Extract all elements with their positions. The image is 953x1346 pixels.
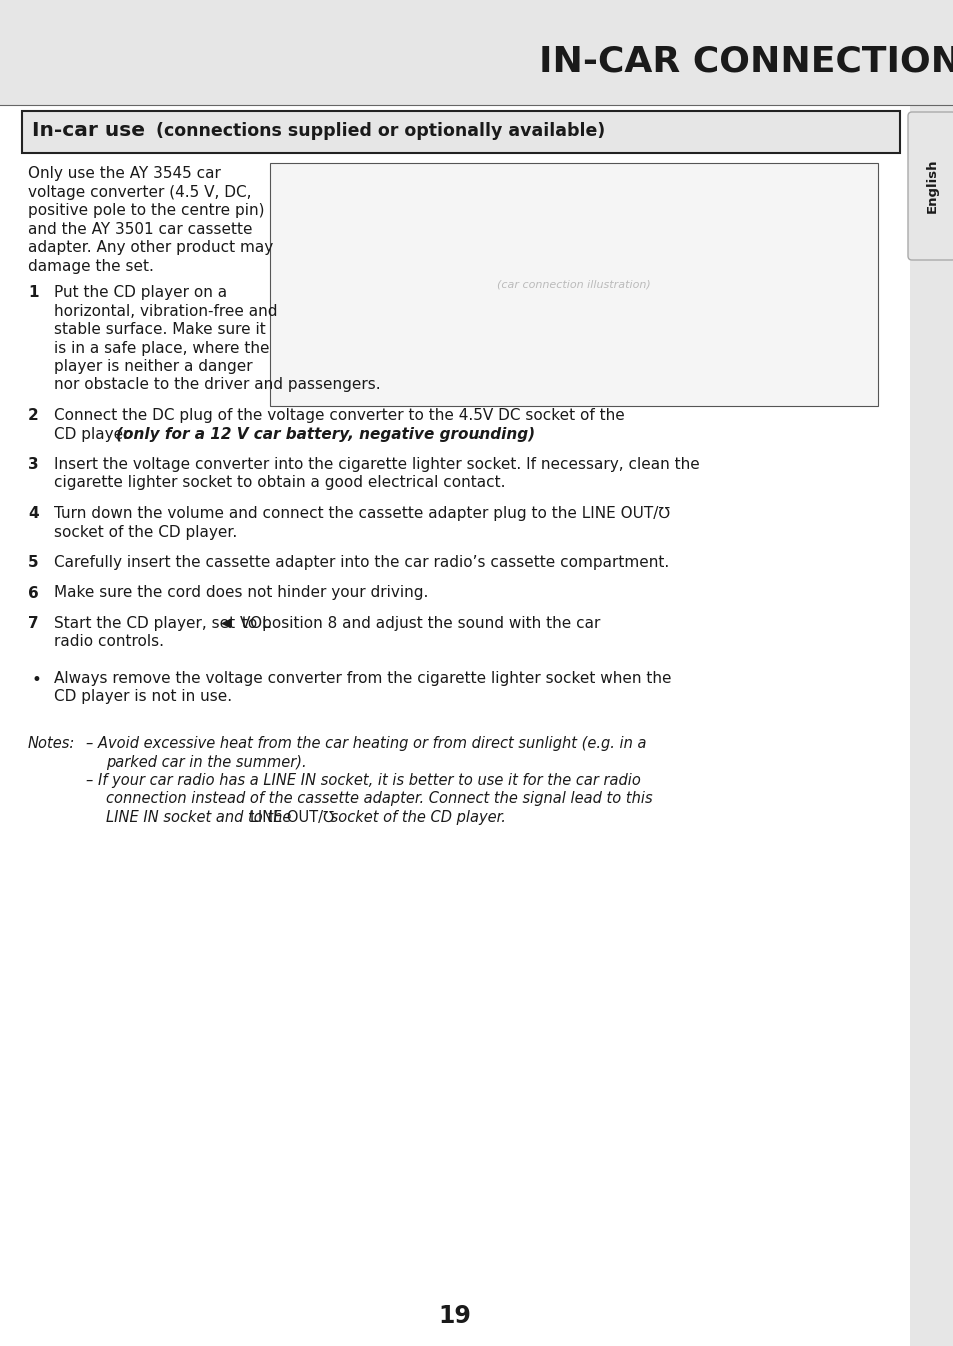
Text: is in a safe place, where the: is in a safe place, where the [54, 341, 269, 355]
Text: 3: 3 [28, 458, 38, 472]
Text: Only use the AY 3545 car: Only use the AY 3545 car [28, 166, 221, 180]
Text: Notes:: Notes: [28, 736, 75, 751]
Text: LINE IN socket and to the: LINE IN socket and to the [106, 810, 295, 825]
Text: Start the CD player, set VOL: Start the CD player, set VOL [54, 616, 275, 631]
Text: 7: 7 [28, 616, 38, 631]
Text: stable surface. Make sure it: stable surface. Make sure it [54, 322, 266, 336]
Text: adapter. Any other product may: adapter. Any other product may [28, 240, 273, 254]
Text: Put the CD player on a: Put the CD player on a [54, 285, 227, 300]
Text: Turn down the volume and connect the cassette adapter plug to the LINE OUT/℧: Turn down the volume and connect the cas… [54, 506, 669, 521]
Bar [22, 110, 899, 153]
Text: radio controls.: radio controls. [54, 634, 164, 650]
Text: horizontal, vibration-free and: horizontal, vibration-free and [54, 303, 277, 319]
Text: CD player is not in use.: CD player is not in use. [54, 689, 232, 704]
Text: (connections supplied or optionally available): (connections supplied or optionally avai… [150, 122, 604, 140]
FancyBboxPatch shape [907, 112, 953, 260]
Text: 5: 5 [28, 555, 38, 569]
Text: English: English [924, 159, 938, 213]
Text: voltage converter (4.5 V, DC,: voltage converter (4.5 V, DC, [28, 184, 252, 199]
Text: – If your car radio has a LINE IN socket, it is better to use it for the car rad: – If your car radio has a LINE IN socket… [86, 773, 640, 787]
Text: damage the set.: damage the set. [28, 258, 153, 273]
Text: and the AY 3501 car cassette: and the AY 3501 car cassette [28, 222, 253, 237]
Text: player is neither a danger: player is neither a danger [54, 359, 253, 374]
Text: .: . [476, 427, 480, 441]
Text: •: • [32, 672, 42, 689]
Text: (car connection illustration): (car connection illustration) [497, 280, 650, 289]
Text: Always remove the voltage converter from the cigarette lighter socket when the: Always remove the voltage converter from… [54, 672, 671, 686]
Text: socket of the CD player.: socket of the CD player. [326, 810, 505, 825]
Text: socket of the CD player.: socket of the CD player. [54, 525, 237, 540]
Text: positive pole to the centre pin): positive pole to the centre pin) [28, 203, 264, 218]
Text: 1: 1 [28, 285, 38, 300]
Text: IN-CAR CONNECTION: IN-CAR CONNECTION [538, 44, 953, 78]
Text: Connect the DC plug of the voltage converter to the 4.5V DC socket of the: Connect the DC plug of the voltage conve… [54, 408, 624, 423]
Text: 6: 6 [28, 586, 39, 600]
Bar [270, 163, 877, 406]
Text: to position 8 and adjust the sound with the car: to position 8 and adjust the sound with … [236, 616, 599, 631]
Text: (only for a 12 V car battery, negative grounding): (only for a 12 V car battery, negative g… [116, 427, 535, 441]
Text: connection instead of the cassette adapter. Connect the signal lead to this: connection instead of the cassette adapt… [106, 791, 652, 806]
Text: In-car use: In-car use [32, 121, 145, 140]
Text: 2: 2 [28, 408, 39, 423]
Text: CD player: CD player [54, 427, 134, 441]
Bar [0, 0, 953, 105]
Text: Carefully insert the cassette adapter into the car radio’s cassette compartment.: Carefully insert the cassette adapter in… [54, 555, 669, 569]
Text: 4: 4 [28, 506, 38, 521]
Text: parked car in the summer).: parked car in the summer). [106, 755, 306, 770]
Text: LINE OUT/℧: LINE OUT/℧ [250, 810, 334, 825]
Text: 19: 19 [438, 1304, 471, 1329]
Text: nor obstacle to the driver and passengers.: nor obstacle to the driver and passenger… [54, 377, 380, 393]
Text: cigarette lighter socket to obtain a good electrical contact.: cigarette lighter socket to obtain a goo… [54, 475, 505, 490]
Text: Insert the voltage converter into the cigarette lighter socket. If necessary, cl: Insert the voltage converter into the ci… [54, 458, 699, 472]
Text: – Avoid excessive heat from the car heating or from direct sunlight (e.g. in a: – Avoid excessive heat from the car heat… [86, 736, 646, 751]
Text: Make sure the cord does not hinder your driving.: Make sure the cord does not hinder your … [54, 586, 428, 600]
